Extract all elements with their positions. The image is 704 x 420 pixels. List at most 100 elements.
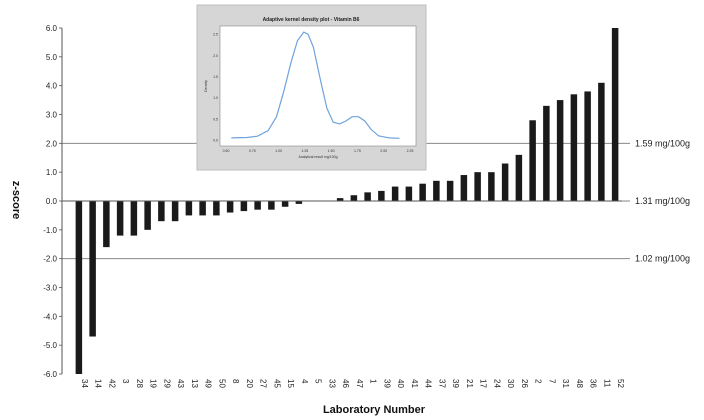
bar bbox=[515, 154, 523, 201]
bar bbox=[543, 105, 550, 201]
x-tick-label: 45 bbox=[272, 379, 281, 388]
x-tick-label: 29 bbox=[162, 379, 171, 388]
inset-x-tick-label: 0.75 bbox=[249, 149, 256, 153]
reference-line-label: 1.02 mg/100g bbox=[635, 254, 690, 264]
inset-x-tick-label: 2.00 bbox=[380, 149, 387, 153]
bar bbox=[336, 198, 344, 201]
inset-x-tick-label: 0.50 bbox=[223, 149, 230, 153]
bar bbox=[185, 201, 193, 216]
x-tick-label: 44 bbox=[424, 379, 433, 388]
x-tick-label: 13 bbox=[190, 379, 199, 388]
bar bbox=[254, 201, 261, 210]
y-axis-title: z-score bbox=[10, 181, 22, 220]
y-tick-label: 5.0 bbox=[46, 53, 58, 62]
bar bbox=[144, 201, 151, 230]
x-tick-label: 31 bbox=[561, 379, 570, 388]
bar bbox=[529, 120, 536, 201]
bars bbox=[75, 28, 619, 374]
inset-y-tick-label: 1.5 bbox=[213, 75, 218, 79]
inset-x-tick-label: 1.75 bbox=[354, 149, 361, 153]
inset-density-curve bbox=[231, 31, 400, 139]
x-tick-label: 3 bbox=[121, 379, 130, 384]
reference-line-label: 1.59 mg/100g bbox=[635, 138, 690, 148]
x-tick-label: 28 bbox=[135, 379, 144, 388]
inset-title: Adaptive kernel density plot - Vitamin B… bbox=[263, 17, 360, 23]
x-tick-label: 34 bbox=[80, 379, 89, 388]
x-tick-label: 19 bbox=[149, 379, 158, 388]
bar bbox=[611, 28, 619, 201]
x-tick-label: 30 bbox=[506, 379, 515, 388]
x-tick-label: 39 bbox=[382, 379, 391, 388]
y-tick-label: -5.0 bbox=[43, 341, 57, 350]
inset-x-tick-label: 2.25 bbox=[407, 149, 414, 153]
bar bbox=[460, 175, 468, 201]
x-tick-label: 21 bbox=[465, 379, 474, 388]
bar bbox=[199, 201, 206, 216]
axes bbox=[59, 27, 622, 375]
bar bbox=[378, 190, 385, 201]
x-tick-label: 37 bbox=[437, 379, 446, 388]
y-tick-label: 3.0 bbox=[46, 111, 58, 120]
x-tick-label: 4 bbox=[300, 379, 309, 384]
bar bbox=[89, 201, 96, 337]
bar bbox=[501, 163, 509, 201]
x-tick-label: 47 bbox=[355, 379, 364, 388]
bar bbox=[488, 172, 495, 201]
inset-x-tick-labels: 0.50 0.75 1.00 1.25 1.50 1.75 2.00 2.25 bbox=[223, 149, 414, 153]
x-tick-label: 50 bbox=[217, 379, 226, 388]
bar bbox=[474, 172, 481, 201]
bar bbox=[584, 91, 591, 201]
inset-y-tick-label: 2.5 bbox=[213, 33, 218, 37]
x-tick-label: 14 bbox=[94, 379, 103, 388]
x-tick-label: 46 bbox=[341, 379, 350, 388]
x-tick-label: 20 bbox=[245, 379, 254, 388]
bar bbox=[281, 201, 289, 207]
bar bbox=[295, 201, 303, 204]
inset-y-tick-labels: 0.0 0.5 1.0 1.5 2.0 2.5 bbox=[213, 33, 218, 143]
bar bbox=[226, 201, 234, 213]
x-tick-label: 11 bbox=[602, 379, 611, 388]
inset-x-tick-label: 1.50 bbox=[328, 149, 335, 153]
y-tick-label: 0.0 bbox=[46, 197, 58, 206]
bar bbox=[213, 201, 220, 216]
bar bbox=[350, 195, 358, 201]
bar bbox=[433, 180, 440, 201]
x-tick-label: 26 bbox=[520, 379, 529, 388]
reference-line-label: 1.31 mg/100g bbox=[635, 196, 690, 206]
x-tick-label: 48 bbox=[575, 379, 584, 388]
bar bbox=[75, 201, 83, 374]
x-tick-label: 15 bbox=[286, 379, 295, 388]
bar bbox=[570, 94, 578, 201]
y-tick-label: 1.0 bbox=[46, 168, 58, 177]
inset-y-tick-label: 0.5 bbox=[213, 117, 218, 121]
y-tick-label: 2.0 bbox=[46, 139, 58, 148]
y-tick-label: -6.0 bbox=[43, 370, 57, 379]
reference-line-labels: 1.59 mg/100g 1.31 mg/100g 1.02 mg/100g bbox=[635, 138, 690, 263]
x-tick-label: 49 bbox=[204, 379, 213, 388]
inset-y-tick-label: 2.0 bbox=[213, 54, 218, 58]
bar bbox=[598, 82, 605, 201]
y-tick-label: -3.0 bbox=[43, 284, 57, 293]
x-tick-label: 17 bbox=[479, 379, 488, 388]
x-tick-labels: 34 14 42 3 28 19 29 43 13 49 50 8 20 27 45 15 4 5 33 46 47 1 3… bbox=[80, 379, 625, 388]
x-tick-label: 33 bbox=[327, 379, 336, 388]
bar bbox=[268, 201, 275, 210]
bar bbox=[130, 201, 138, 236]
x-tick-label: 42 bbox=[107, 379, 116, 388]
y-tick-label: 4.0 bbox=[46, 82, 58, 91]
x-tick-label: 52 bbox=[616, 379, 625, 388]
x-tick-label: 7 bbox=[547, 379, 556, 384]
bar bbox=[240, 201, 248, 212]
x-tick-label: 8 bbox=[231, 379, 240, 384]
y-tick-label: -1.0 bbox=[43, 226, 57, 235]
x-tick-label: 2 bbox=[534, 379, 543, 384]
y-tick-label: -2.0 bbox=[43, 255, 57, 264]
bar bbox=[116, 201, 124, 236]
inset-y-tick-label: 0.0 bbox=[213, 139, 218, 143]
bar bbox=[171, 201, 179, 222]
y-tick-label: -4.0 bbox=[43, 312, 57, 321]
bar bbox=[103, 201, 110, 248]
x-tick-label: 39 bbox=[451, 379, 460, 388]
inset-plot-area bbox=[219, 25, 417, 147]
